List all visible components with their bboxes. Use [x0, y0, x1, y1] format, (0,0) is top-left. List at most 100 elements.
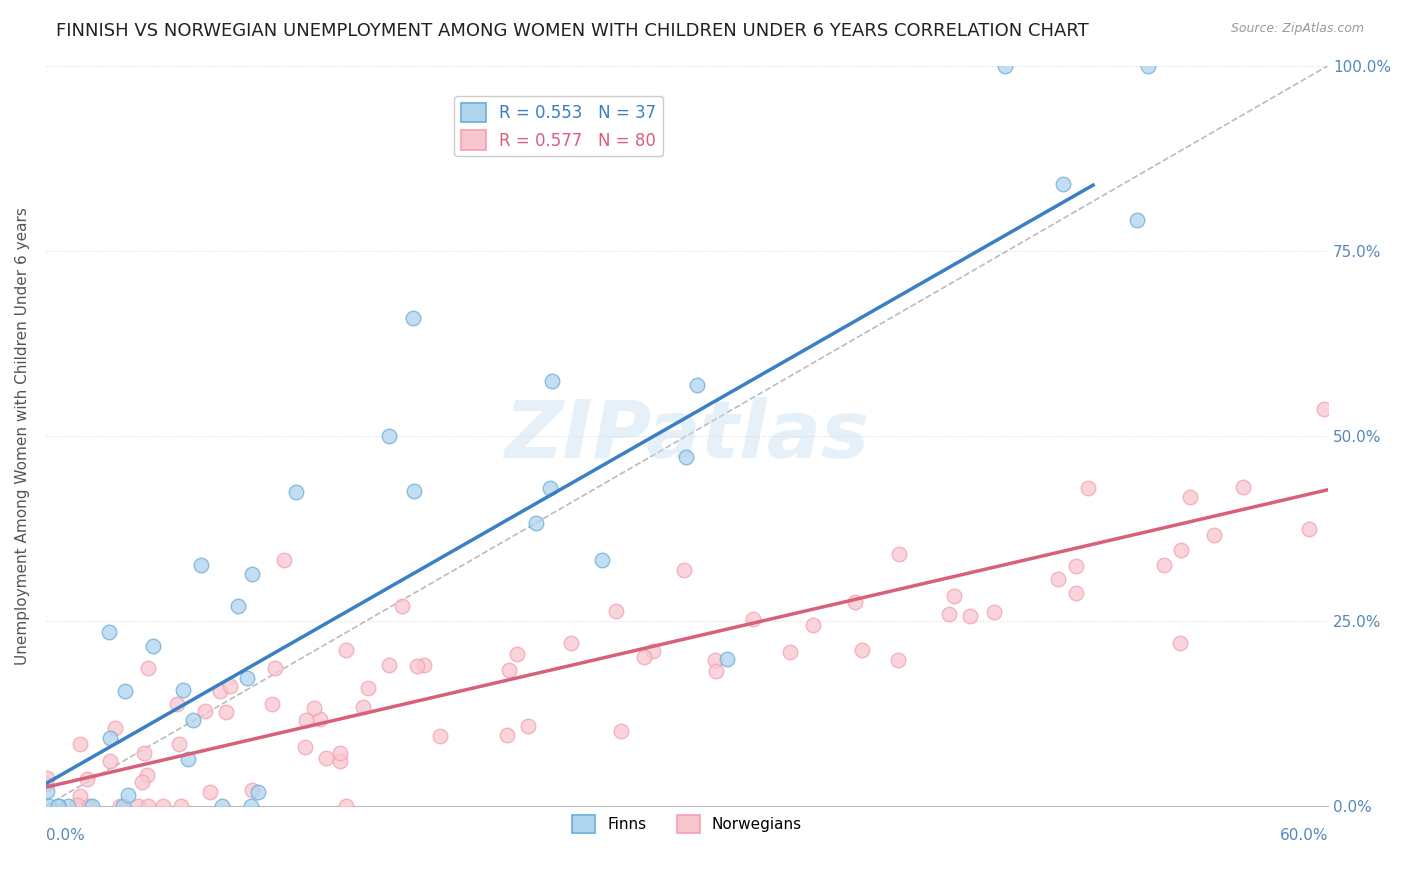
- Point: [983, 605, 1005, 619]
- Point: [541, 374, 564, 388]
- Point: [560, 636, 582, 650]
- Point: [505, 647, 527, 661]
- Point: [641, 644, 664, 658]
- Point: [48, 798, 70, 813]
- Text: ZIPatlas: ZIPatlas: [505, 397, 869, 475]
- Point: [335, 643, 357, 657]
- Point: [1047, 572, 1070, 586]
- Point: [240, 783, 263, 797]
- Point: [136, 768, 159, 782]
- Point: [127, 798, 149, 813]
- Point: [262, 697, 284, 711]
- Point: [308, 712, 330, 726]
- Point: [209, 683, 232, 698]
- Point: [235, 671, 257, 685]
- Point: [402, 311, 425, 326]
- Point: [405, 658, 427, 673]
- Point: [938, 607, 960, 621]
- Point: [294, 739, 316, 754]
- Point: [378, 658, 401, 673]
- Point: [1168, 636, 1191, 650]
- Point: [1064, 585, 1087, 599]
- Point: [779, 645, 801, 659]
- Text: FINNISH VS NORWEGIAN UNEMPLOYMENT AMONG WOMEN WITH CHILDREN UNDER 6 YEARS CORREL: FINNISH VS NORWEGIAN UNEMPLOYMENT AMONG …: [56, 22, 1090, 40]
- Point: [357, 681, 380, 695]
- Point: [211, 798, 233, 813]
- Point: [959, 609, 981, 624]
- Point: [285, 485, 308, 500]
- Point: [704, 653, 727, 667]
- Point: [516, 719, 538, 733]
- Point: [141, 639, 163, 653]
- Point: [167, 737, 190, 751]
- Point: [198, 785, 221, 799]
- Point: [1180, 490, 1202, 504]
- Point: [1298, 523, 1320, 537]
- Point: [1126, 212, 1149, 227]
- Point: [429, 729, 451, 743]
- Point: [136, 798, 159, 813]
- Point: [98, 624, 121, 639]
- Point: [391, 599, 413, 614]
- Point: [152, 798, 174, 813]
- Point: [851, 643, 873, 657]
- Point: [66, 797, 89, 812]
- Point: [134, 746, 156, 760]
- Point: [413, 658, 436, 673]
- Point: [136, 661, 159, 675]
- Point: [844, 594, 866, 608]
- Point: [79, 798, 101, 813]
- Point: [742, 612, 765, 626]
- Legend: Finns, Norwegians: Finns, Norwegians: [565, 809, 808, 838]
- Point: [329, 746, 352, 760]
- Point: [219, 679, 242, 693]
- Point: [131, 774, 153, 789]
- Point: [172, 682, 194, 697]
- Point: [801, 618, 824, 632]
- Text: Source: ZipAtlas.com: Source: ZipAtlas.com: [1230, 22, 1364, 36]
- Point: [716, 651, 738, 665]
- Point: [1153, 558, 1175, 572]
- Point: [69, 737, 91, 751]
- Point: [328, 755, 350, 769]
- Point: [704, 664, 727, 678]
- Point: [69, 789, 91, 803]
- Point: [633, 649, 655, 664]
- Y-axis label: Unemployment Among Women with Children Under 6 years: Unemployment Among Women with Children U…: [15, 207, 30, 665]
- Point: [190, 558, 212, 572]
- Point: [170, 798, 193, 813]
- Point: [111, 798, 134, 813]
- Point: [98, 754, 121, 768]
- Point: [273, 553, 295, 567]
- Text: 0.0%: 0.0%: [46, 828, 84, 843]
- Point: [994, 59, 1017, 73]
- Point: [675, 450, 697, 465]
- Point: [889, 547, 911, 561]
- Point: [886, 653, 908, 667]
- Point: [114, 684, 136, 698]
- Point: [591, 553, 613, 567]
- Point: [247, 785, 270, 799]
- Point: [605, 604, 627, 618]
- Point: [498, 664, 520, 678]
- Point: [37, 784, 59, 798]
- Point: [352, 700, 374, 714]
- Point: [686, 378, 709, 392]
- Point: [295, 713, 318, 727]
- Point: [1202, 528, 1225, 542]
- Point: [166, 697, 188, 711]
- Point: [58, 798, 80, 813]
- Text: 60.0%: 60.0%: [1279, 828, 1329, 843]
- Point: [80, 798, 103, 813]
- Point: [100, 731, 122, 745]
- Point: [495, 729, 517, 743]
- Point: [609, 724, 631, 739]
- Point: [38, 798, 60, 813]
- Point: [1077, 481, 1099, 495]
- Point: [1313, 401, 1336, 416]
- Point: [304, 701, 326, 715]
- Point: [108, 798, 131, 813]
- Point: [942, 589, 965, 603]
- Point: [240, 798, 263, 813]
- Point: [240, 566, 263, 581]
